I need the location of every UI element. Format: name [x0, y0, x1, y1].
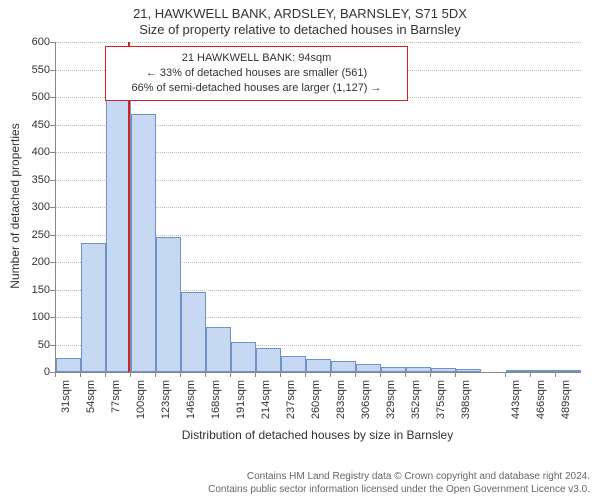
x-tick-mark — [330, 372, 331, 377]
histogram-bar — [556, 370, 581, 372]
x-tick-mark — [155, 372, 156, 377]
histogram-bar — [106, 75, 131, 372]
x-tick-label: 443sqm — [510, 380, 522, 430]
chart-title-address: 21, HAWKWELL BANK, ARDSLEY, BARNSLEY, S7… — [0, 6, 600, 21]
x-tick-mark — [105, 372, 106, 377]
x-tick-label: 214sqm — [260, 380, 272, 430]
histogram-bar — [231, 342, 256, 372]
x-tick-mark — [305, 372, 306, 377]
y-tick-mark — [50, 180, 55, 181]
y-tick-mark — [50, 152, 55, 153]
x-tick-mark — [530, 372, 531, 377]
y-tick-mark — [50, 125, 55, 126]
histogram-bar — [181, 292, 206, 372]
histogram-bar — [531, 370, 556, 372]
histogram-bar — [431, 368, 456, 372]
x-tick-mark — [205, 372, 206, 377]
x-axis-label: Distribution of detached houses by size … — [55, 428, 580, 442]
x-tick-label: 466sqm — [535, 380, 547, 430]
y-tick-label: 250 — [20, 229, 50, 241]
annotation-line2: ← 33% of detached houses are smaller (56… — [114, 66, 399, 81]
x-tick-label: 77sqm — [110, 380, 122, 430]
y-tick-label: 200 — [20, 256, 50, 268]
histogram-bar — [381, 367, 406, 373]
histogram-bar — [256, 348, 281, 372]
x-tick-mark — [130, 372, 131, 377]
y-tick-mark — [50, 345, 55, 346]
y-tick-label: 600 — [20, 36, 50, 48]
annotation-box: 21 HAWKWELL BANK: 94sqm ← 33% of detache… — [105, 46, 408, 101]
y-tick-mark — [50, 70, 55, 71]
y-tick-label: 500 — [20, 91, 50, 103]
x-tick-label: 375sqm — [435, 380, 447, 430]
x-tick-label: 54sqm — [85, 380, 97, 430]
histogram-bar — [281, 356, 306, 373]
footer-line1: Contains HM Land Registry data © Crown c… — [0, 470, 590, 483]
x-tick-label: 168sqm — [210, 380, 222, 430]
histogram-bar — [156, 237, 181, 372]
histogram-bar — [406, 367, 431, 372]
grid-line — [56, 42, 581, 43]
x-tick-label: 100sqm — [135, 380, 147, 430]
histogram-bar — [331, 361, 356, 372]
x-tick-mark — [380, 372, 381, 377]
y-tick-mark — [50, 207, 55, 208]
x-tick-mark — [505, 372, 506, 377]
x-tick-mark — [180, 372, 181, 377]
histogram-bar — [506, 370, 531, 372]
x-tick-mark — [355, 372, 356, 377]
chart-title-subtitle: Size of property relative to detached ho… — [0, 22, 600, 37]
annotation-line3: 66% of semi-detached houses are larger (… — [114, 81, 399, 96]
y-tick-label: 350 — [20, 174, 50, 186]
y-tick-label: 50 — [20, 339, 50, 351]
y-tick-mark — [50, 290, 55, 291]
x-tick-mark — [555, 372, 556, 377]
x-tick-label: 237sqm — [285, 380, 297, 430]
x-tick-mark — [455, 372, 456, 377]
x-tick-mark — [80, 372, 81, 377]
y-tick-label: 0 — [20, 366, 50, 378]
x-tick-label: 306sqm — [360, 380, 372, 430]
x-tick-label: 352sqm — [410, 380, 422, 430]
histogram-bar — [356, 364, 381, 372]
y-tick-label: 150 — [20, 284, 50, 296]
y-tick-label: 550 — [20, 64, 50, 76]
y-tick-mark — [50, 97, 55, 98]
histogram-bar — [131, 114, 156, 373]
x-tick-label: 191sqm — [235, 380, 247, 430]
x-tick-mark — [230, 372, 231, 377]
histogram-bar — [306, 359, 331, 372]
chart-container: 21, HAWKWELL BANK, ARDSLEY, BARNSLEY, S7… — [0, 0, 600, 500]
annotation-line1: 21 HAWKWELL BANK: 94sqm — [114, 51, 399, 66]
x-tick-label: 398sqm — [460, 380, 472, 430]
histogram-bar — [456, 369, 481, 372]
histogram-bar — [81, 243, 106, 372]
histogram-bar — [56, 358, 81, 372]
x-tick-mark — [430, 372, 431, 377]
footer-line2: Contains public sector information licen… — [0, 483, 590, 496]
x-tick-label: 489sqm — [560, 380, 572, 430]
footer-attribution: Contains HM Land Registry data © Crown c… — [0, 470, 590, 496]
y-tick-mark — [50, 317, 55, 318]
histogram-bar — [206, 327, 231, 372]
x-tick-label: 146sqm — [185, 380, 197, 430]
x-tick-mark — [280, 372, 281, 377]
x-tick-label: 31sqm — [60, 380, 72, 430]
x-tick-mark — [405, 372, 406, 377]
y-tick-label: 100 — [20, 311, 50, 323]
x-tick-mark — [55, 372, 56, 377]
x-tick-label: 123sqm — [160, 380, 172, 430]
y-tick-mark — [50, 42, 55, 43]
y-tick-label: 450 — [20, 119, 50, 131]
y-tick-label: 400 — [20, 146, 50, 158]
x-tick-label: 283sqm — [335, 380, 347, 430]
y-tick-mark — [50, 235, 55, 236]
x-tick-label: 329sqm — [385, 380, 397, 430]
y-tick-mark — [50, 262, 55, 263]
x-tick-mark — [255, 372, 256, 377]
y-tick-label: 300 — [20, 201, 50, 213]
x-tick-label: 260sqm — [310, 380, 322, 430]
